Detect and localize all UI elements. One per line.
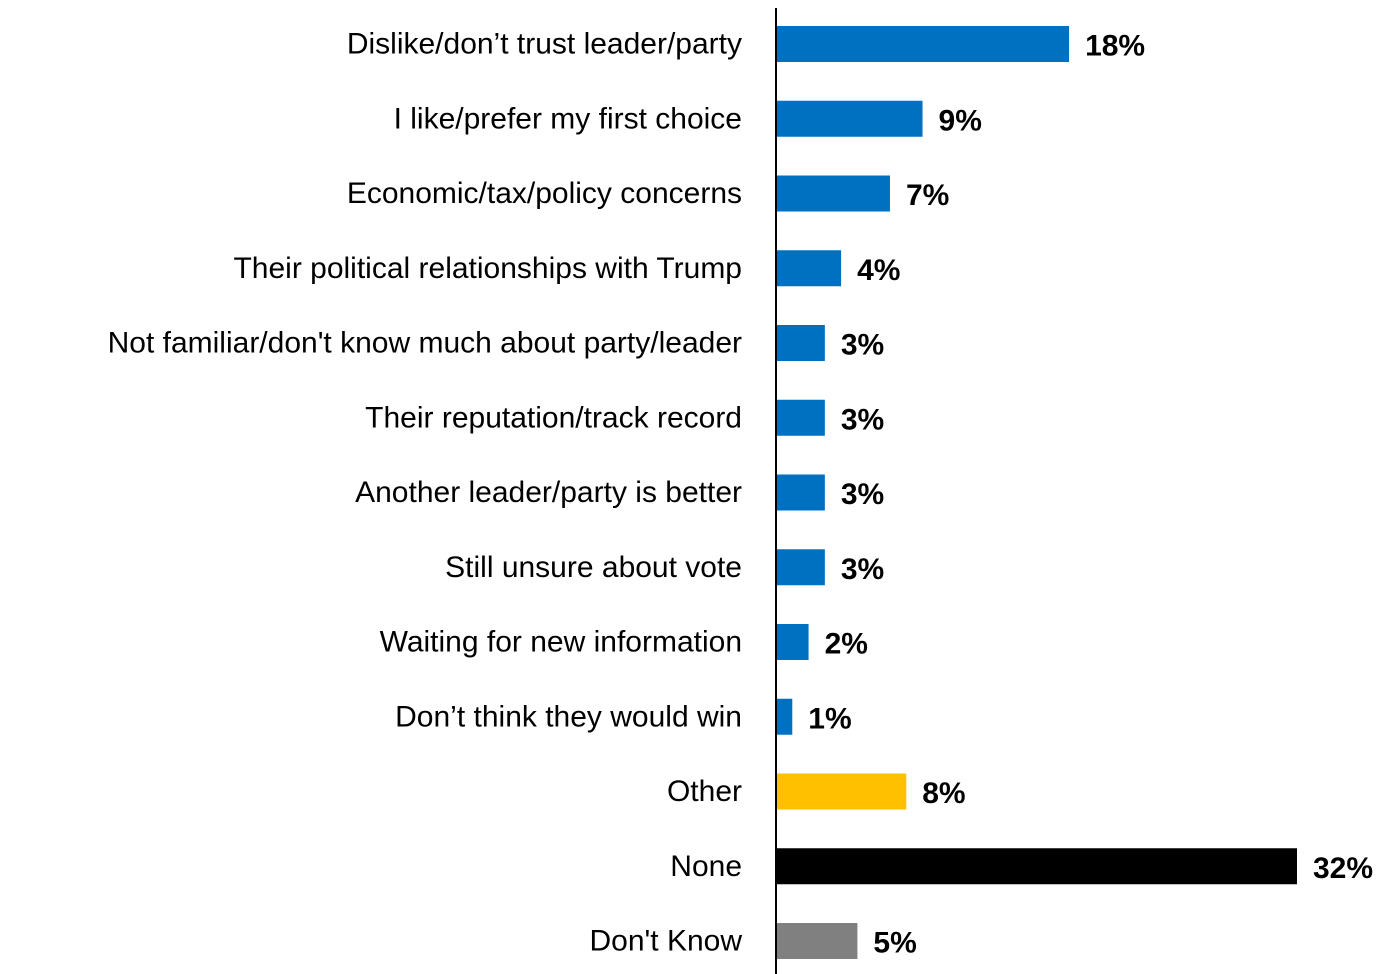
category-label-11: None (670, 850, 742, 883)
value-label-12: 5% (873, 927, 916, 960)
category-label-0: Dislike/don’t trust leader/party (347, 28, 742, 61)
bar-10 (776, 773, 907, 810)
value-label-5: 3% (841, 403, 884, 436)
category-label-6: Another leader/party is better (355, 476, 742, 509)
category-label-1: I like/prefer my first choice (394, 102, 742, 135)
value-label-4: 3% (841, 329, 884, 362)
category-label-4: Not familiar/don't know much about party… (108, 327, 742, 360)
value-label-6: 3% (841, 478, 884, 511)
category-label-3: Their political relationships with Trump (233, 252, 742, 285)
value-label-7: 3% (841, 553, 884, 586)
category-label-9: Don’t think they would win (395, 700, 742, 733)
value-label-3: 4% (857, 254, 900, 287)
value-label-2: 7% (906, 179, 949, 212)
bar-0 (776, 26, 1070, 62)
bar-1 (776, 100, 923, 137)
value-label-8: 2% (825, 628, 868, 661)
value-label-1: 9% (939, 104, 982, 137)
category-label-10: Other (667, 775, 742, 808)
bar-2 (776, 175, 890, 212)
category-label-8: Waiting for new information (380, 626, 742, 659)
category-label-5: Their reputation/track record (365, 401, 742, 434)
bar-9 (776, 698, 793, 735)
bar-4 (776, 325, 825, 361)
value-label-10: 8% (922, 777, 965, 810)
value-label-11: 32% (1313, 852, 1373, 885)
category-label-7: Still unsure about vote (445, 551, 742, 584)
category-label-2: Economic/tax/policy concerns (347, 177, 742, 210)
bar-7 (776, 549, 825, 586)
bar-11 (776, 848, 1297, 885)
value-label-9: 1% (808, 702, 851, 735)
bar-12 (776, 923, 858, 959)
bar-3 (776, 250, 842, 287)
bar-8 (776, 624, 809, 660)
bar-6 (776, 474, 825, 511)
category-label-12: Don't Know (590, 925, 743, 958)
value-label-0: 18% (1085, 30, 1145, 63)
bar-5 (776, 399, 825, 436)
value-labels: 18% 9% 7% 4% 3% 3% 3% 3% 2% 1% 8% 32% 5% (808, 30, 1373, 960)
category-labels: Dislike/don’t trust leader/party I like/p… (108, 28, 743, 958)
bars-layer (776, 26, 1297, 959)
